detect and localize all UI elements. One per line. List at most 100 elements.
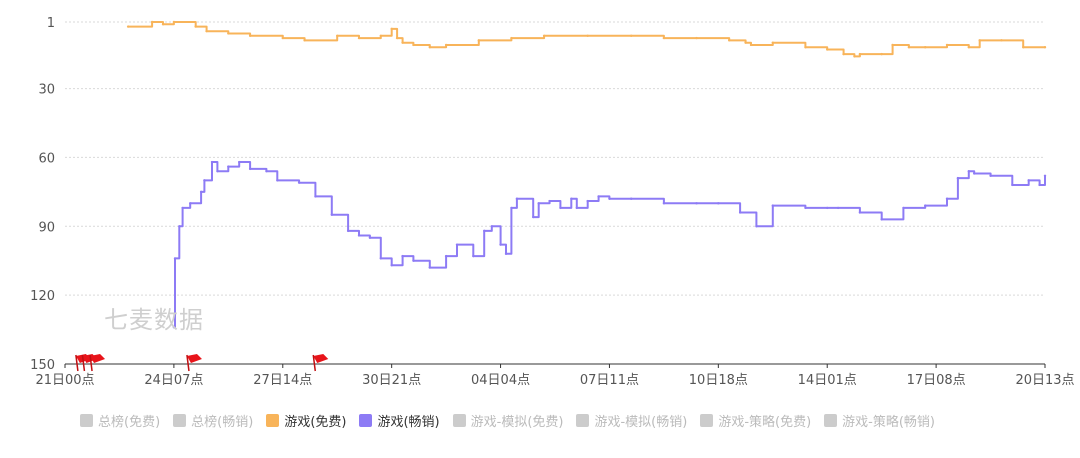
series-0-point [281,36,284,40]
legend-label: 总榜(畅销) [191,414,254,430]
series-0-point [771,41,774,44]
series-line-0[interactable] [128,21,1045,58]
series-0-point [336,34,339,37]
legend-swatch-icon [80,413,93,427]
series-0-point [428,46,431,49]
series-1-point [499,243,502,246]
series-0-point [924,46,927,49]
series-1-point [717,202,720,205]
series-0-point [205,29,208,33]
legend-item[interactable]: 游戏(畅销) [359,411,440,430]
series-0-point [161,23,165,26]
series-0-point [379,34,382,37]
event-flags[interactable] [75,354,329,372]
series-1-point [455,243,459,246]
legend-label: 游戏(畅销) [377,414,440,430]
x-tick-label: 14日01点 [798,373,857,388]
series-line-1[interactable] [173,161,1046,329]
series-lines[interactable] [126,20,1047,329]
flag-pole [81,354,86,372]
series-0-point [630,34,633,37]
series-1-point [510,206,513,210]
flag-icon [186,354,202,363]
series-1-point [1011,183,1014,187]
series-0-point [303,39,306,42]
legend-item[interactable]: 游戏-策略(免费) [700,411,811,430]
series-1-point [537,202,540,205]
legend-swatch-icon [359,413,373,427]
series-1-point [695,202,698,205]
series-1-point [956,176,960,180]
x-tick-label: 24日07点 [144,373,203,388]
legend-label: 游戏-策略(免费) [718,414,812,430]
series-0-point [248,34,252,37]
series-1-point [880,218,883,221]
legend-swatch-icon [824,413,838,427]
event-flag[interactable] [89,354,106,372]
series-0-point [542,34,546,37]
legend-swatch-icon [576,413,590,427]
series-0-point [842,52,845,56]
watermark-logo: 七麦数据 [104,306,204,334]
series-0-point [1022,46,1025,49]
series-0-point [728,39,731,42]
event-flag[interactable] [312,354,329,372]
legend-item[interactable]: 游戏(免费) [266,411,346,430]
series-0-point [880,52,883,56]
series-0-point [401,41,404,44]
series-0-point [858,52,862,56]
series-1-point [1043,174,1047,177]
series-1-point [924,204,927,207]
series-1-point [973,172,976,175]
series-1-point [738,211,742,214]
series-1-point [178,225,181,228]
flag-pole [89,354,93,372]
series-1-point [472,254,475,258]
y-tick-label: 150 [30,358,55,373]
y-tick-label: 30 [38,83,55,98]
series-1-point [390,264,393,267]
event-flag[interactable] [186,354,202,372]
series-0-point [907,46,911,49]
series-1-point [238,160,241,164]
series-0-point [412,43,415,47]
legend-item[interactable]: 总榜(免费) [80,411,160,430]
series-1-point [379,257,382,260]
series-1-point [836,206,840,210]
series-1-point [945,197,949,200]
series-0-point [510,36,513,40]
legend-label: 游戏-模拟(免费) [470,414,564,430]
series-0-point [853,55,856,58]
legend-swatch-icon [452,413,466,427]
legend-item[interactable]: 游戏-模拟(畅销) [576,411,687,430]
series-1-point [804,206,807,210]
legend-item[interactable]: 游戏-模拟(免费) [452,411,564,430]
series-1-point [314,195,317,198]
series-1-point [504,252,508,256]
legend-item[interactable]: 游戏-策略(畅销) [824,411,935,430]
series-1-point [483,229,486,233]
series-0-point [357,36,361,40]
legend: 总榜(免费) 总榜(畅销) 游戏(免费) 游戏(畅销) 游戏-模拟(免费) 游戏-模拟(畅… [80,408,948,432]
series-1-point [1038,183,1041,187]
series-1-point [662,202,666,205]
series-1-point [401,254,404,258]
legend-label: 总榜(免费) [98,414,161,430]
series-0-point [395,36,399,40]
series-1-point [630,197,633,200]
series-0-point [227,32,230,35]
flag-pole [75,354,79,372]
y-axis-ticks: 1 30 60 90 120 150 [30,16,55,373]
series-1-point [330,213,333,217]
flag-pole [186,354,190,372]
x-tick-label: 10日18点 [689,373,748,388]
series-1-point [189,202,192,205]
series-1-point [570,197,573,200]
x-tick-label: 07日11点 [580,373,639,388]
series-1-point [548,199,551,203]
series-1-point [586,199,589,203]
legend-item[interactable]: 总榜(畅销) [173,411,253,430]
y-tick-label: 90 [38,220,55,235]
legend-swatch-icon [173,413,187,427]
series-0-point [586,34,589,37]
